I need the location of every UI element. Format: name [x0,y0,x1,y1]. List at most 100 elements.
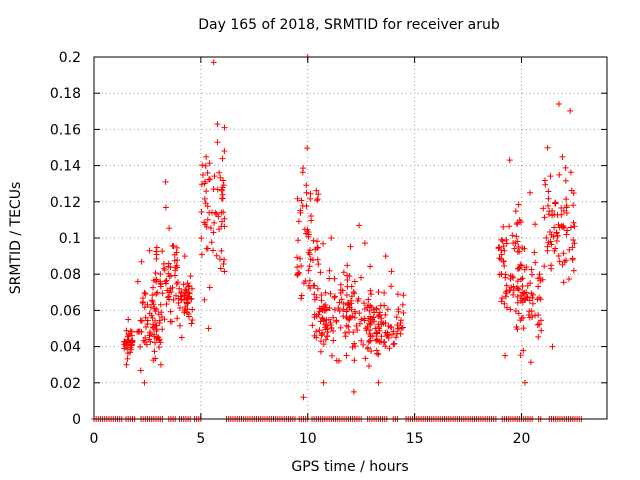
data-point [393,314,400,321]
data-point [555,253,562,260]
data-point [499,295,506,302]
data-point [518,262,525,269]
data-point [208,239,215,246]
data-point [358,316,365,323]
data-point [140,337,147,344]
data-point [184,280,191,287]
data-point [514,219,521,226]
data-point [563,196,570,203]
data-point [552,245,559,252]
data-point [558,211,565,218]
data-point [367,287,374,294]
data-point [548,265,555,272]
data-point [294,195,301,202]
data-point [297,209,304,216]
data-point [394,321,401,328]
data-point [500,223,507,230]
data-point [144,320,151,327]
data-point [501,262,508,269]
data-point [136,328,143,335]
data-point [542,181,549,188]
data-point [536,321,543,328]
y-tick-label: 0 [72,412,81,428]
data-point [305,249,312,256]
data-point [216,256,223,263]
data-point [392,334,399,341]
data-point [570,202,577,209]
data-point [538,327,545,334]
data-point [366,337,373,344]
data-point [395,308,402,315]
data-point [517,352,524,359]
data-point [544,144,551,151]
data-point [173,249,180,256]
data-point [204,203,211,210]
data-point [514,285,521,292]
data-point [350,288,357,295]
data-point [335,305,342,312]
data-point [351,357,358,364]
data-point [163,301,170,308]
data-point [368,348,375,355]
data-point [343,314,350,321]
data-point [177,305,184,312]
data-point [512,208,519,215]
data-point [563,231,570,238]
data-point [331,294,338,301]
data-point [159,290,166,297]
data-point [378,333,385,340]
data-point [515,286,522,293]
data-point [149,292,156,299]
data-point [137,367,144,374]
data-point [571,223,578,230]
data-point [545,188,552,195]
data-point [295,270,302,277]
data-point [304,226,311,233]
data-point [198,181,205,188]
data-point [351,290,358,297]
data-point [513,233,520,240]
data-point [348,306,355,313]
data-point [178,334,185,341]
data-point [323,322,330,329]
data-point [203,188,210,195]
data-point [298,292,305,299]
data-point [313,197,320,204]
data-point [219,155,226,162]
data-point [397,330,404,337]
data-point [216,226,223,233]
data-point [384,332,391,339]
data-point [322,289,329,296]
data-point [319,331,326,338]
data-point [514,293,521,300]
data-point [532,259,539,266]
data-point [202,200,209,207]
data-point [207,225,214,232]
data-point [205,176,212,183]
data-point [183,286,190,293]
data-point [214,139,221,146]
data-point [346,328,353,335]
data-point [204,245,211,252]
data-point [500,257,507,264]
data-point [515,310,522,317]
data-point [317,269,324,276]
data-point [141,304,148,311]
data-point [400,292,407,299]
data-point [396,325,403,332]
data-point [336,357,343,364]
data-point [221,223,228,230]
data-point [371,318,378,325]
data-point [354,297,361,304]
data-point [125,332,132,339]
data-point [216,169,223,176]
data-point [159,326,166,333]
data-point [150,357,157,364]
data-point [313,187,320,194]
data-point [199,162,206,169]
data-point [299,202,306,209]
data-point [320,341,327,348]
data-point [570,219,577,226]
data-point [498,298,505,305]
data-point [306,277,313,284]
